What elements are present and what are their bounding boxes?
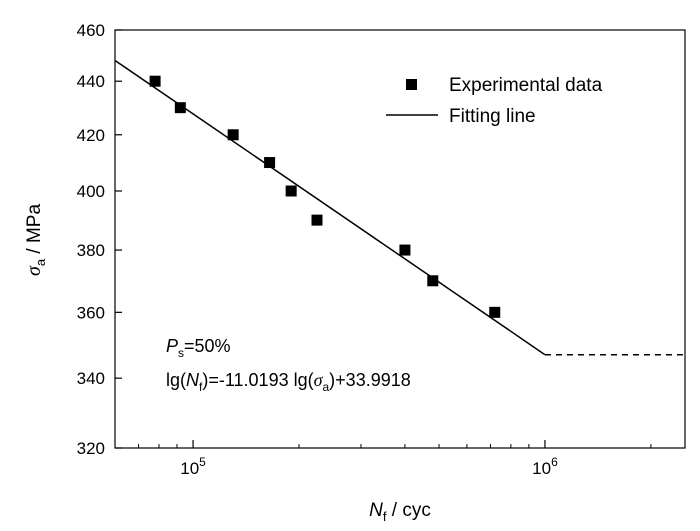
x-tick-label: 106 <box>532 455 558 478</box>
legend: Experimental data Fitting line <box>386 75 603 127</box>
data-point <box>311 214 323 226</box>
legend-marker-experimental <box>406 79 417 90</box>
y-axis-label: σa / MPa <box>23 204 48 276</box>
data-point <box>264 157 276 169</box>
y-tick-label: 360 <box>77 303 105 322</box>
data-point <box>227 129 239 141</box>
y-tick-label: 380 <box>77 241 105 260</box>
data-point <box>489 306 501 318</box>
data-point <box>149 75 161 87</box>
annotation-ps: Ps=50% <box>166 336 231 360</box>
data-point <box>399 244 411 256</box>
y-tick-label: 420 <box>77 126 105 145</box>
legend-label-fitting: Fitting line <box>449 106 536 127</box>
data-point <box>174 102 186 114</box>
x-tick-label: 105 <box>180 455 206 478</box>
data-point <box>285 185 297 197</box>
y-tick-label: 320 <box>77 439 105 458</box>
legend-label-experimental: Experimental data <box>449 75 603 96</box>
y-tick-label: 460 <box>77 21 105 40</box>
fitting-line <box>114 59 546 356</box>
annotation-equation: lg(Nf)=-11.0193 lg(σa)+33.9918 <box>166 370 411 394</box>
y-axis-ticks: 320 340 360 380 400 420 440 460 <box>77 21 122 458</box>
y-tick-label: 440 <box>77 72 105 91</box>
series-layer <box>114 59 685 356</box>
x-axis-label: Nf / cyc <box>369 500 431 524</box>
y-tick-label: 400 <box>77 182 105 201</box>
x-axis-ticks: 105 106 <box>114 440 652 478</box>
plot-frame <box>114 29 686 449</box>
y-tick-label: 340 <box>77 369 105 388</box>
data-point <box>427 275 439 287</box>
